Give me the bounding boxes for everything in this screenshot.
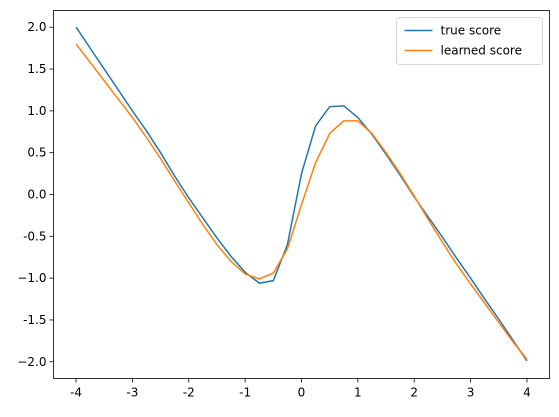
y-tick-label: -1.5 <box>23 313 46 327</box>
x-tick-label: 1 <box>354 386 362 400</box>
y-tick-label: −1.0 <box>17 271 46 285</box>
y-tick-label: 0.5 <box>27 146 46 160</box>
x-tick-label: 0 <box>298 386 306 400</box>
axes-frame <box>53 10 550 379</box>
y-tick-label: 2.0 <box>27 20 46 34</box>
series-line <box>75 43 528 360</box>
x-tick-label: -4 <box>70 386 82 400</box>
x-tick-label: 2 <box>410 386 418 400</box>
x-tick-label: -3 <box>126 386 138 400</box>
y-tick-label: -0.5 <box>23 229 46 243</box>
x-tick-label: 4 <box>523 386 531 400</box>
legend-label: learned score <box>441 44 522 58</box>
legend-label: true score <box>441 24 502 38</box>
series-line <box>75 26 528 362</box>
y-tick-label: 0.0 <box>27 188 46 202</box>
legend-box <box>396 17 543 65</box>
y-tick-label: 1.0 <box>27 104 46 118</box>
x-tick-label: -1 <box>239 386 251 400</box>
y-tick-label: 1.5 <box>27 62 46 76</box>
x-tick-label: -2 <box>183 386 195 400</box>
y-tick-label: −2.0 <box>17 355 46 369</box>
x-tick-label: 3 <box>467 386 475 400</box>
